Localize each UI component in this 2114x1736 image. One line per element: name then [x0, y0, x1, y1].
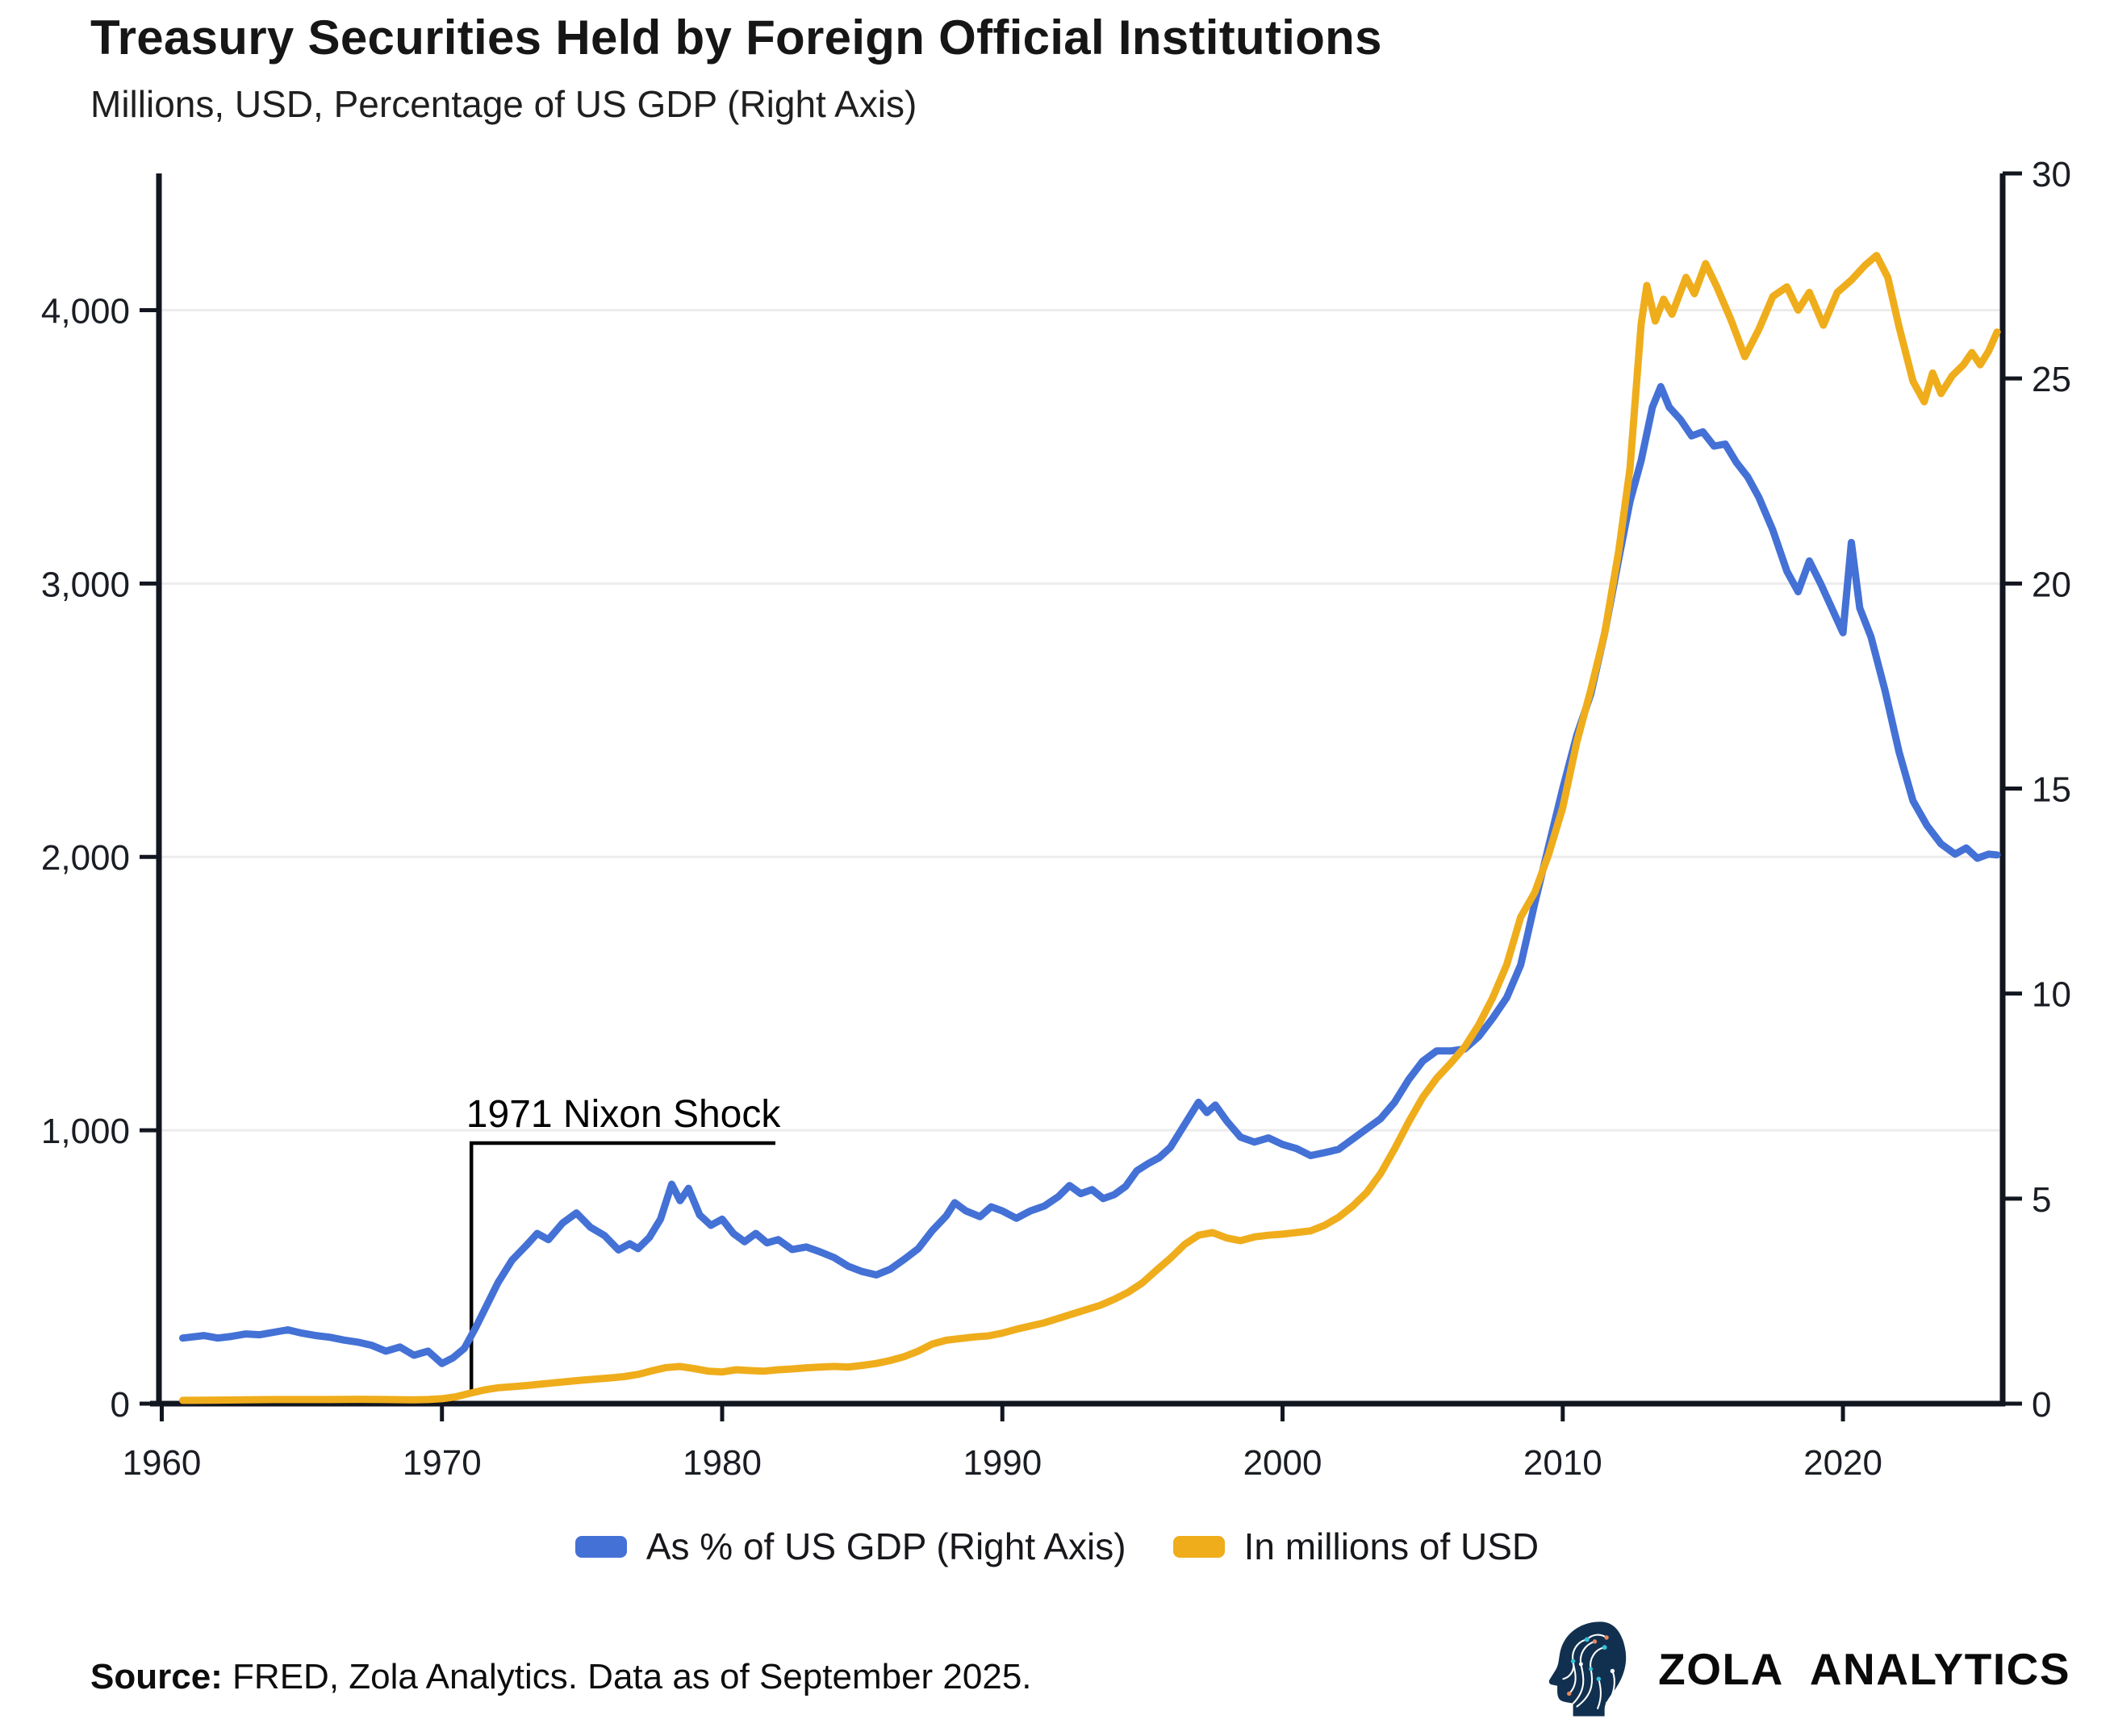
page-title: Treasury Securities Held by Foreign Offi… — [90, 10, 1382, 65]
legend-item-millions-usd: In millions of USD — [1172, 1525, 1540, 1568]
y-axis-left-tick-label: 4,000 — [41, 291, 130, 331]
legend-swatch-blue — [574, 1535, 627, 1558]
y-axis-left-tick-label: 0 — [111, 1385, 130, 1425]
brand-logo-text: ZOLA ANALYTICS — [1658, 1643, 2070, 1695]
y-axis-right-tick-label: 5 — [2032, 1180, 2051, 1220]
brand-word-1: ZOLA — [1658, 1644, 1784, 1694]
annotation-bracket — [469, 1141, 775, 1395]
legend-swatch-yellow — [1172, 1535, 1225, 1558]
page-subtitle: Millions, USD, Percentage of US GDP (Rig… — [90, 83, 917, 125]
x-axis-tick-label: 2010 — [1523, 1443, 1602, 1483]
y-axis-right-tick-label: 30 — [2032, 155, 2071, 194]
x-axis-tick-label: 2020 — [1803, 1443, 1882, 1483]
y-axis-right-tick-label: 20 — [2032, 565, 2071, 604]
legend-item-pct-gdp: As % of US GDP (Right Axis) — [574, 1525, 1126, 1568]
y-axis-right-tick-label: 25 — [2032, 360, 2071, 399]
source-prefix: Source: — [90, 1657, 223, 1696]
legend-label-pct-gdp: As % of US GDP (Right Axis) — [645, 1525, 1126, 1567]
x-axis-tick-label: 2000 — [1243, 1443, 1322, 1483]
y-axis-right-tick-label: 15 — [2032, 770, 2071, 810]
x-axis-tick-label: 1960 — [123, 1443, 202, 1483]
legend-label-millions-usd: In millions of USD — [1243, 1525, 1540, 1567]
y-axis-left-tick-label: 2,000 — [41, 838, 130, 878]
y-axis-right-tick-label: 0 — [2032, 1385, 2051, 1425]
x-axis-tick-label: 1980 — [683, 1443, 762, 1483]
x-axis-tick-label: 1970 — [403, 1443, 482, 1483]
y-axis-left-tick-label: 3,000 — [41, 565, 130, 604]
x-axis-tick-label: 1990 — [963, 1443, 1042, 1483]
chart-canvas: 1971 Nixon Shock 0 1,000 2,000 3,000 4,000 0 5 1… — [41, 155, 2071, 1483]
series-line-in-millions-of-usd — [179, 252, 2001, 1404]
brand-logo: ZOLA ANALYTICS — [1544, 1620, 2070, 1718]
brain-head-icon — [1548, 1621, 1627, 1717]
source-text: Source: FRED, Zola Analytics. Data as of… — [90, 1657, 1032, 1697]
y-axis-right-tick-label: 10 — [2032, 975, 2071, 1015]
annotation-label: 1971 Nixon Shock — [466, 1093, 782, 1136]
source-detail: FRED, Zola Analytics. Data as of Septemb… — [222, 1657, 1032, 1696]
y-axis-left-tick-label: 1,000 — [41, 1112, 130, 1151]
brand-word-2: ANALYTICS — [1809, 1644, 2070, 1694]
chart-legend: As % of US GDP (Right Axis) In millions … — [0, 1525, 2114, 1568]
series-line-as-pct-of-us-gdp — [179, 382, 2001, 1367]
